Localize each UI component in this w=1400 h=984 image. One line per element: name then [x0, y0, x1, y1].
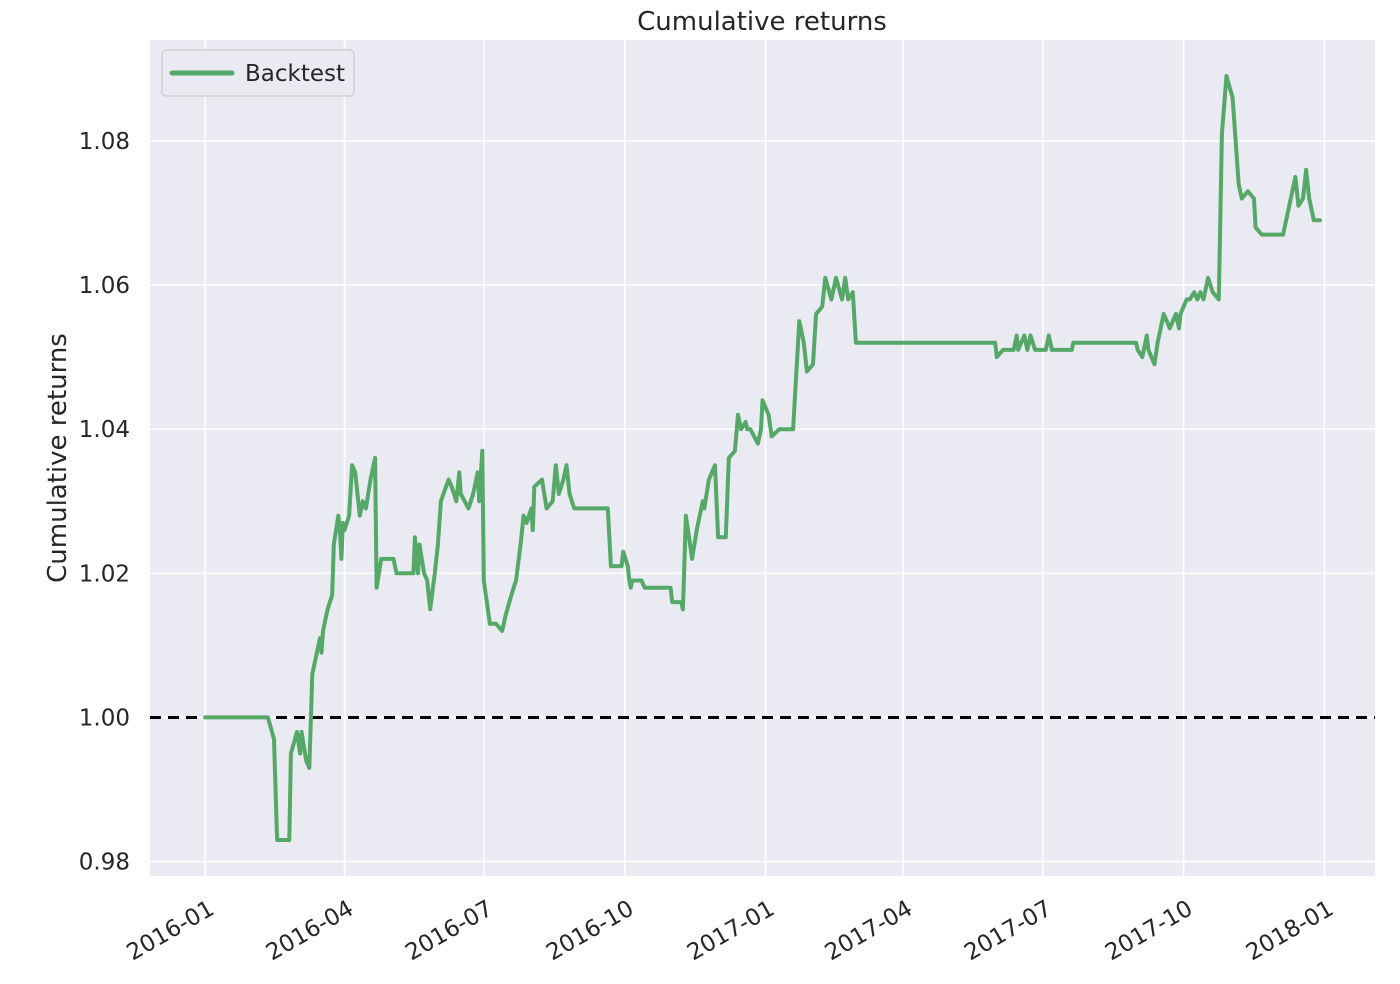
y-tick-label: 0.98: [79, 850, 130, 876]
legend-label-backtest: Backtest: [245, 61, 345, 87]
x-tick-label: 2017-01: [683, 896, 779, 967]
x-tick-label: 2016-01: [123, 896, 219, 967]
series-group: [203, 74, 1322, 842]
y-tick-labels: 0.98 1.00 1.02 1.04 1.06 1.08: [79, 129, 130, 876]
y-tick-label: 1.04: [79, 417, 130, 443]
x-tick-label: 2018-01: [1242, 896, 1338, 967]
plot-background: [150, 40, 1375, 876]
legend: Backtest: [161, 49, 355, 97]
x-tick-label: 2017-10: [1101, 896, 1197, 967]
legend-box: [161, 49, 355, 97]
series-line-backtest: [203, 74, 1322, 842]
y-axis-label: Cumulative returns: [43, 333, 73, 583]
y-tick-label: 1.08: [79, 129, 130, 155]
x-tick-label: 2016-04: [262, 896, 358, 967]
y-tick-label: 1.00: [79, 705, 130, 731]
x-tick-label: 2016-07: [401, 896, 497, 967]
x-tick-label: 2017-07: [960, 896, 1056, 967]
x-tick-label: 2017-04: [821, 896, 917, 967]
y-tick-label: 1.06: [79, 273, 130, 299]
chart-title: Cumulative returns: [637, 7, 887, 37]
x-tick-labels: 2016-01 2016-04 2016-07 2016-10 2017-01 2017-…: [123, 896, 1339, 967]
x-tick-label: 2016-10: [542, 896, 638, 967]
y-tick-label: 1.02: [79, 561, 130, 587]
